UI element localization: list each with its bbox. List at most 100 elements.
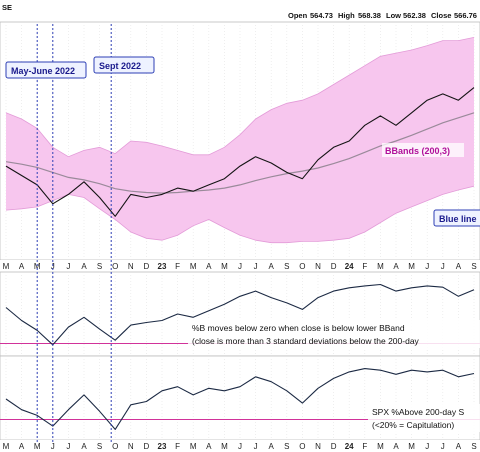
x-tick-label: 23 [158, 442, 167, 451]
callout-sept-text: Sept 2022 [99, 61, 141, 71]
x-tick-label: J [254, 442, 258, 451]
x-tick-label: D [331, 262, 337, 271]
x-tick-label: A [19, 442, 25, 451]
x-tick-label: O [112, 442, 118, 451]
x-tick-label: S [97, 262, 102, 271]
x-axis-strip [0, 260, 480, 272]
header-low-label: Low [386, 11, 401, 20]
callout-may-june-text: May-June 2022 [11, 66, 75, 76]
x-tick-label: J [51, 442, 55, 451]
header: SE Open 564.73 High 568.38 Low 562.38 Cl… [2, 3, 477, 20]
x-tick-label: A [269, 442, 275, 451]
bollinger-lower-line [5, 185, 475, 244]
callout-bbands-bg [382, 143, 464, 157]
x-tick-label: J [51, 262, 55, 271]
x-tick-label: A [393, 262, 399, 271]
price-line [5, 87, 475, 217]
x-tick-label: M [190, 262, 197, 271]
x-tick-label: A [81, 442, 87, 451]
x-tick-label: M [34, 262, 41, 271]
header-close-label: Close [431, 11, 451, 20]
x-tick-label: A [206, 262, 212, 271]
pctb-annotation-line1: %B moves below zero when close is below … [192, 323, 405, 333]
x-tick-label: M [408, 262, 415, 271]
pctb-line [5, 283, 475, 346]
bottom-axis-ticks: M A M J J A S O N D 23 F M A M J J A S O N D 24 F M A M J J A S [3, 442, 477, 451]
x-tick-label: S [97, 442, 102, 451]
callout-may-june-box [5, 61, 87, 79]
callout-sept: Sept 2022 [93, 56, 155, 74]
x-tick-label: S [471, 442, 476, 451]
header-open-value: 564.73 [310, 11, 333, 20]
breadth-annotation-line2: (<20% = Capitulation) [372, 420, 454, 430]
event-lines [36, 24, 112, 444]
x-tick-label: M [408, 442, 415, 451]
x-tick-label: O [299, 262, 305, 271]
callout-blue-line-text: Blue line [439, 214, 477, 224]
x-tick-label: J [441, 262, 445, 271]
x-tick-label: M [377, 262, 384, 271]
x-tick-label: O [112, 262, 118, 271]
x-tick-label: D [144, 442, 150, 451]
x-tick-label: F [175, 442, 180, 451]
x-tick-label: M [34, 442, 41, 451]
header-open-label: Open [288, 11, 308, 20]
x-tick-label: F [175, 262, 180, 271]
x-tick-label: M [377, 442, 384, 451]
x-tick-label: 24 [345, 262, 354, 271]
header-high-label: High [338, 11, 355, 20]
x-tick-label: N [128, 262, 134, 271]
x-axis-ticks: M A M J J A S O N D 23 F M A M J J A S O N D 24 F M A M J J A S [3, 262, 477, 271]
pctb-annotation-line2: (close is more than 3 standard deviation… [192, 336, 420, 346]
x-tick-label: J [238, 262, 242, 271]
callout-blue-line-box [433, 209, 480, 227]
x-tick-label: J [238, 442, 242, 451]
x-tick-label: J [425, 262, 429, 271]
x-tick-label: J [254, 262, 258, 271]
x-tick-label: J [441, 442, 445, 451]
header-high-value: 568.38 [358, 11, 381, 20]
x-tick-label: A [81, 262, 87, 271]
x-tick-label: O [299, 442, 305, 451]
pctb-annotation-bg [188, 320, 480, 348]
x-tick-label: J [425, 442, 429, 451]
x-tick-label: J [66, 262, 70, 271]
x-tick-label: N [128, 442, 134, 451]
x-tick-label: M [3, 442, 10, 451]
x-tick-label: S [284, 262, 289, 271]
x-tick-label: A [456, 442, 462, 451]
callout-bbands-text: BBands (200,3) [385, 146, 450, 156]
callout-bbands: BBands (200,3) [382, 143, 464, 157]
x-tick-label: F [362, 442, 367, 451]
header-close-value: 566.76 [454, 11, 477, 20]
moving-average-line [5, 112, 475, 194]
x-tick-label: A [269, 262, 275, 271]
x-tick-label: F [362, 262, 367, 271]
x-tick-label: S [284, 442, 289, 451]
bollinger-upper-line [5, 37, 475, 158]
callout-sept-box [93, 56, 155, 74]
x-tick-label: D [331, 442, 337, 451]
x-tick-label: S [471, 262, 476, 271]
x-tick-label: M [221, 442, 228, 451]
x-tick-label: M [190, 442, 197, 451]
x-tick-label: A [19, 262, 25, 271]
x-tick-label: A [393, 442, 399, 451]
breadth-annotation-bg [368, 404, 480, 432]
x-tick-label: N [315, 442, 321, 451]
x-tick-label: N [315, 262, 321, 271]
x-tick-label: D [144, 262, 150, 271]
header-low-value: 562.38 [403, 11, 426, 20]
bottom-axis-strip [0, 440, 480, 452]
breadth-line [5, 368, 475, 430]
callout-may-june: May-June 2022 [5, 61, 87, 79]
x-tick-label: 23 [158, 262, 167, 271]
x-tick-label: A [456, 262, 462, 271]
bollinger-band-area [6, 37, 474, 243]
x-tick-label: 24 [345, 442, 354, 451]
header-title-fragment: SE [2, 3, 12, 12]
breadth-annotation-line1: SPX %Above 200-day S [372, 407, 464, 417]
x-tick-label: A [206, 442, 212, 451]
x-tick-label: M [3, 262, 10, 271]
